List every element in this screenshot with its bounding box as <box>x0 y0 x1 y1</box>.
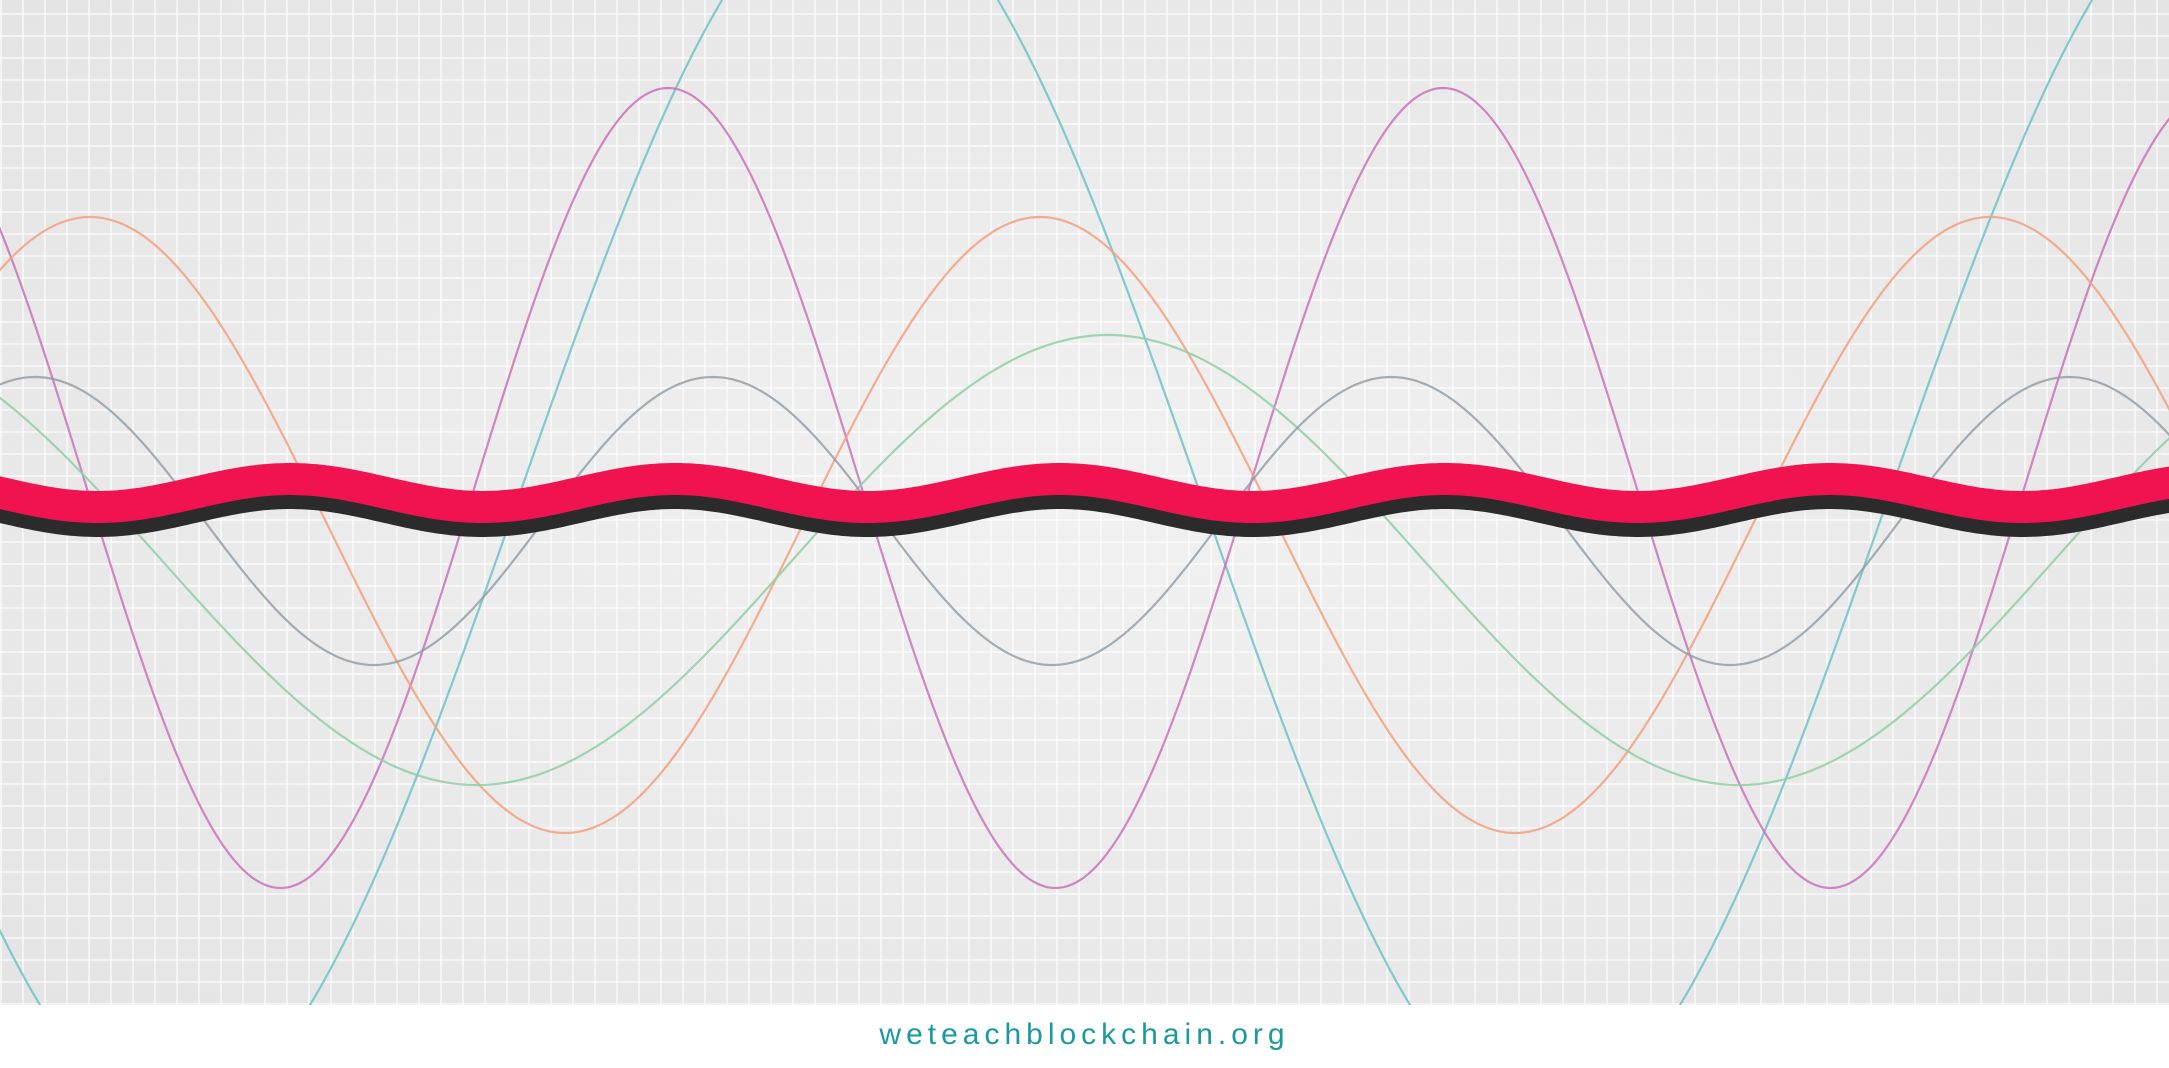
wave-illustration <box>0 0 2169 1005</box>
wave-green <box>0 333 2169 787</box>
wave-slate <box>0 375 2169 667</box>
site-url-text: weteachblockchain.org <box>879 1017 1290 1051</box>
wave-orange <box>0 215 2169 835</box>
main-wave-shadow <box>0 479 2169 537</box>
footer-bar: weteachblockchain.org <box>0 1005 2169 1068</box>
waves-svg <box>0 0 2169 1005</box>
main-wave-ribbon <box>0 463 2169 523</box>
wave-teal <box>0 0 2094 1005</box>
wave-magenta <box>0 86 2169 890</box>
